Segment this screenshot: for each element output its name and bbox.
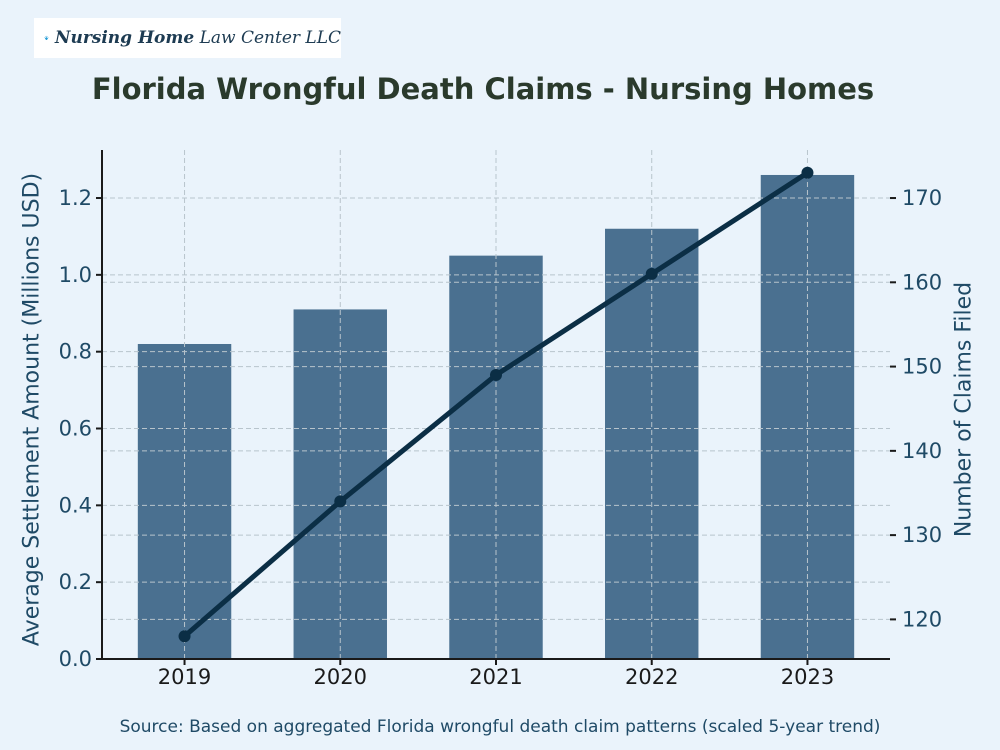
house-cross-icon <box>44 35 49 40</box>
right-tick-label: 120 <box>902 607 942 631</box>
x-tick-label: 2020 <box>314 665 367 689</box>
left-tick-label: 0.6 <box>59 417 92 441</box>
x-tick-label: 2023 <box>781 665 834 689</box>
claims-point-2023 <box>801 166 814 179</box>
logo: Nursing Home Law Center LLC <box>34 18 341 58</box>
left-tick-label: 0.0 <box>59 647 92 671</box>
left-tick-label: 1.2 <box>59 186 92 210</box>
claims-point-2022 <box>645 267 658 280</box>
x-tick-label: 2019 <box>158 665 211 689</box>
right-tick-label: 170 <box>902 186 942 210</box>
left-tick-label: 0.4 <box>59 493 92 517</box>
left-tick-label: 1.0 <box>59 263 92 287</box>
x-tick-label: 2021 <box>469 665 522 689</box>
bar-2022 <box>605 228 699 659</box>
right-tick-label: 150 <box>902 355 942 379</box>
left-axis-label: Average Settlement Amount (Millions USD) <box>20 173 45 646</box>
chart-title: Florida Wrongful Death Claims - Nursing … <box>91 72 875 106</box>
right-tick-label: 140 <box>902 439 942 463</box>
logo-text: Nursing Home Law Center LLC <box>54 28 341 48</box>
right-axis-label: Number of Claims Filed <box>952 282 977 537</box>
claims-point-2021 <box>490 369 502 382</box>
left-tick-label: 0.8 <box>59 340 92 364</box>
x-tick-label: 2022 <box>625 665 678 689</box>
claims-point-2020 <box>334 495 347 508</box>
claims-point-2019 <box>178 630 191 643</box>
left-tick-label: 0.2 <box>59 570 92 594</box>
right-tick-label: 130 <box>902 523 942 547</box>
source-note: Source: Based on aggregated Florida wron… <box>119 717 881 737</box>
right-tick-label: 160 <box>902 270 942 294</box>
